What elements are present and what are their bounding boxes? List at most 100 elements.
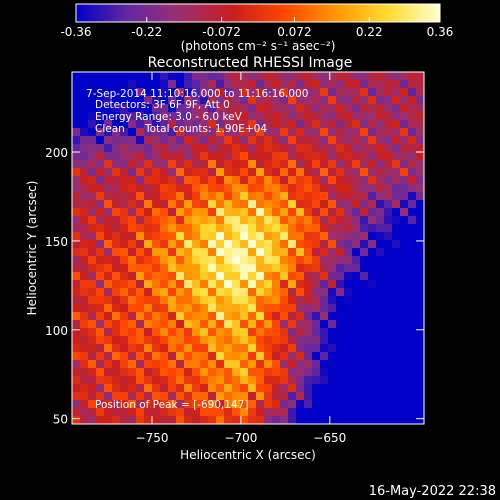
heatmap-cell bbox=[384, 160, 393, 169]
heatmap-cell bbox=[104, 208, 113, 217]
heatmap-cell bbox=[88, 384, 97, 393]
heatmap-cell bbox=[376, 312, 385, 321]
heatmap-cell bbox=[336, 120, 345, 129]
heatmap-cell bbox=[128, 88, 137, 97]
heatmap-cell bbox=[144, 248, 153, 257]
heatmap-cell bbox=[152, 352, 161, 361]
heatmap-cell bbox=[368, 240, 377, 249]
heatmap-cell bbox=[96, 352, 105, 361]
heatmap-cell bbox=[280, 312, 289, 321]
heatmap-cell bbox=[272, 208, 281, 217]
heatmap-cell bbox=[400, 120, 409, 129]
heatmap-cell bbox=[352, 264, 361, 273]
heatmap-cell bbox=[400, 152, 409, 161]
heatmap-cell bbox=[408, 152, 417, 161]
heatmap-cell bbox=[120, 104, 129, 113]
heatmap-cell bbox=[344, 184, 353, 193]
heatmap-cell bbox=[136, 176, 145, 185]
heatmap-cell bbox=[144, 352, 153, 361]
heatmap-cell bbox=[288, 112, 297, 121]
heatmap-cell bbox=[232, 320, 241, 329]
heatmap-cell bbox=[272, 80, 281, 89]
heatmap-cell bbox=[296, 296, 305, 305]
heatmap-cell bbox=[248, 336, 257, 345]
heatmap-cell bbox=[296, 224, 305, 233]
heatmap-cell bbox=[304, 288, 313, 297]
heatmap-cell bbox=[224, 88, 233, 97]
heatmap-cell bbox=[360, 168, 369, 177]
heatmap-cell bbox=[224, 208, 233, 217]
heatmap-cell bbox=[408, 240, 417, 249]
heatmap-cell bbox=[96, 224, 105, 233]
heatmap-cell bbox=[344, 296, 353, 305]
heatmap-cell bbox=[120, 368, 129, 377]
heatmap-cell bbox=[304, 384, 313, 393]
heatmap-cell bbox=[280, 264, 289, 273]
heatmap-cell bbox=[288, 232, 297, 241]
heatmap-cell bbox=[400, 72, 409, 81]
heatmap-cell bbox=[72, 368, 81, 377]
heatmap-cell bbox=[304, 312, 313, 321]
heatmap-cell bbox=[400, 200, 409, 209]
heatmap-cell bbox=[136, 248, 145, 257]
heatmap-cell bbox=[184, 296, 193, 305]
heatmap-cell bbox=[192, 328, 201, 337]
heatmap-cell bbox=[240, 376, 249, 385]
heatmap-cell bbox=[304, 88, 313, 97]
heatmap-cell bbox=[336, 296, 345, 305]
heatmap-cell bbox=[88, 264, 97, 273]
heatmap-cell bbox=[152, 384, 161, 393]
heatmap-cell bbox=[264, 408, 273, 417]
heatmap-cell bbox=[208, 264, 217, 273]
heatmap-cell bbox=[408, 128, 417, 137]
heatmap-cell bbox=[136, 416, 145, 424]
total-counts-text: Total counts: 1.90E+04 bbox=[144, 123, 267, 135]
heatmap-cell bbox=[384, 288, 393, 297]
heatmap-cell bbox=[376, 280, 385, 289]
heatmap-cell bbox=[400, 192, 409, 201]
heatmap-cell bbox=[272, 176, 281, 185]
heatmap-cell bbox=[304, 296, 313, 305]
heatmap-cell bbox=[368, 352, 377, 361]
heatmap-cell bbox=[312, 152, 321, 161]
heatmap-cell bbox=[96, 392, 105, 401]
heatmap-cell bbox=[232, 176, 241, 185]
heatmap-cell bbox=[400, 336, 409, 345]
heatmap-cell bbox=[208, 408, 217, 417]
heatmap-cell bbox=[200, 384, 209, 393]
heatmap-cell bbox=[136, 112, 145, 121]
heatmap-cell bbox=[152, 208, 161, 217]
heatmap-cell bbox=[256, 248, 265, 257]
heatmap-cell bbox=[344, 176, 353, 185]
heatmap-cell bbox=[184, 248, 193, 257]
heatmap-cells bbox=[72, 72, 424, 424]
heatmap-cell bbox=[360, 264, 369, 273]
heatmap-cell bbox=[256, 112, 265, 121]
heatmap-cell bbox=[344, 216, 353, 225]
heatmap-cell bbox=[344, 152, 353, 161]
heatmap-cell bbox=[264, 168, 273, 177]
heatmap-cell bbox=[208, 136, 217, 145]
heatmap-cell bbox=[96, 408, 105, 417]
heatmap-cell bbox=[128, 264, 137, 273]
heatmap-cell bbox=[128, 232, 137, 241]
heatmap-cell bbox=[176, 224, 185, 233]
heatmap-cell bbox=[152, 240, 161, 249]
heatmap-cell bbox=[416, 224, 424, 233]
heatmap-cell bbox=[320, 344, 329, 353]
heatmap-cell bbox=[360, 256, 369, 265]
heatmap-cell bbox=[232, 400, 241, 409]
heatmap-cell bbox=[256, 240, 265, 249]
heatmap-cell bbox=[120, 304, 129, 313]
heatmap-cell bbox=[352, 416, 361, 424]
heatmap-cell bbox=[256, 256, 265, 265]
heatmap-cell bbox=[136, 128, 145, 137]
heatmap-cell bbox=[104, 240, 113, 249]
heatmap-cell bbox=[136, 96, 145, 105]
heatmap-cell bbox=[288, 344, 297, 353]
heatmap-cell bbox=[392, 184, 401, 193]
heatmap-cell bbox=[240, 368, 249, 377]
heatmap-cell bbox=[248, 368, 257, 377]
heatmap-cell bbox=[80, 136, 89, 145]
